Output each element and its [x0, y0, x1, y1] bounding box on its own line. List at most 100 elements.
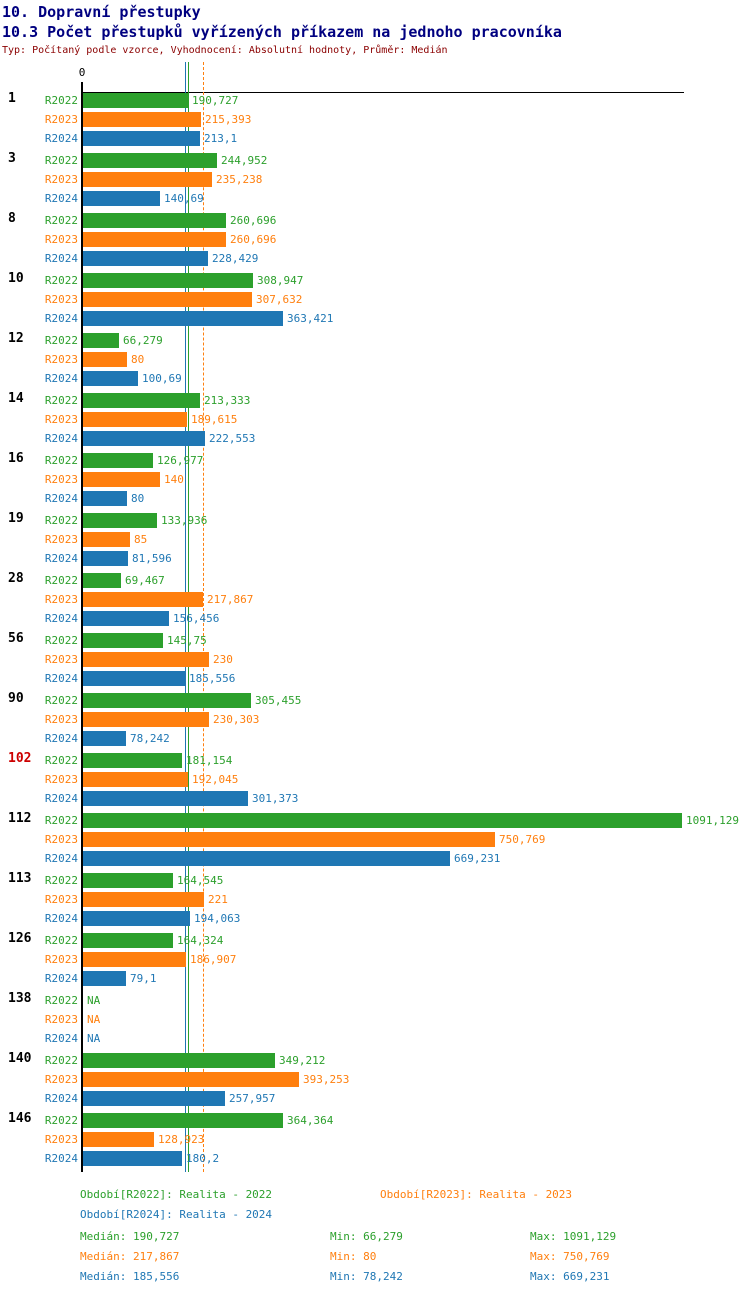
series-label-r2024: R2024 — [44, 132, 78, 145]
category-label: 3 — [8, 151, 16, 166]
value-label-r2024: 363,421 — [287, 312, 334, 325]
bar-r2023 — [83, 112, 201, 127]
bar-r2023 — [83, 232, 226, 247]
bar-r2024 — [83, 311, 283, 326]
bar-r2024 — [83, 731, 126, 746]
value-label-r2022: 164,324 — [177, 934, 224, 947]
value-label-r2023: 85 — [134, 533, 148, 546]
series-label-r2024: R2024 — [44, 1092, 78, 1105]
series-label-r2023: R2023 — [44, 953, 78, 966]
series-label-r2022: R2022 — [44, 274, 78, 287]
chart-subtitle: Typ: Počítaný podle vzorce, Vyhodnocení:… — [2, 45, 448, 56]
bar-r2023 — [83, 1132, 154, 1147]
series-label-r2022: R2022 — [44, 754, 78, 767]
series-label-r2024: R2024 — [44, 672, 78, 685]
value-label-r2022: 213,333 — [204, 394, 251, 407]
bar-r2022 — [83, 153, 217, 168]
series-label-r2023: R2023 — [44, 893, 78, 906]
category-label: 12 — [8, 331, 24, 346]
series-label-r2024: R2024 — [44, 492, 78, 505]
value-label-r2024: 156,456 — [173, 612, 220, 625]
value-label-r2024: 185,556 — [189, 672, 236, 685]
value-label-r2023: NA — [87, 1013, 101, 1026]
stat-min-r2024: Min: 78,242 — [330, 1270, 403, 1283]
bar-r2024 — [83, 551, 128, 566]
value-label-r2022: 308,947 — [257, 274, 304, 287]
series-label-r2022: R2022 — [44, 394, 78, 407]
value-label-r2023: 217,867 — [207, 593, 254, 606]
series-label-r2024: R2024 — [44, 612, 78, 625]
series-label-r2024: R2024 — [44, 372, 78, 385]
bar-r2022 — [83, 273, 253, 288]
value-label-r2024: 78,242 — [130, 732, 170, 745]
value-label-r2022: 126,977 — [157, 454, 204, 467]
bar-r2023 — [83, 412, 187, 427]
value-label-r2023: 192,045 — [192, 773, 239, 786]
value-label-r2022: 364,364 — [287, 1114, 334, 1127]
value-label-r2023: 307,632 — [256, 293, 303, 306]
category-label: 8 — [8, 211, 16, 226]
stat-max-r2023: Max: 750,769 — [530, 1250, 610, 1263]
bar-r2023 — [83, 772, 188, 787]
bar-r2024 — [83, 971, 126, 986]
bar-r2023 — [83, 712, 209, 727]
median-line-r2024 — [185, 62, 186, 1172]
value-label-r2024: 180,2 — [186, 1152, 220, 1165]
legend-item-r2024: Období[R2024]: Realita - 2024 — [80, 1208, 273, 1221]
series-label-r2023: R2023 — [44, 593, 78, 606]
value-label-r2024: NA — [87, 1032, 101, 1045]
series-label-r2024: R2024 — [44, 312, 78, 325]
stat-min-r2023: Min: 80 — [330, 1250, 377, 1263]
category-label: 140 — [8, 1051, 32, 1066]
value-label-r2023: 221 — [208, 893, 228, 906]
bar-r2024 — [83, 671, 185, 686]
bar-r2022 — [83, 633, 163, 648]
series-label-r2022: R2022 — [44, 694, 78, 707]
value-label-r2022: 145,75 — [167, 634, 207, 647]
series-label-r2023: R2023 — [44, 173, 78, 186]
bar-r2022 — [83, 753, 182, 768]
category-label: 56 — [8, 631, 24, 646]
stat-median-r2024: Medián: 185,556 — [80, 1270, 180, 1283]
series-label-r2023: R2023 — [44, 413, 78, 426]
value-label-r2022: 181,154 — [186, 754, 233, 767]
series-label-r2022: R2022 — [44, 154, 78, 167]
series-label-r2023: R2023 — [44, 533, 78, 546]
series-label-r2022: R2022 — [44, 934, 78, 947]
value-label-r2024: 80 — [131, 492, 145, 505]
bar-r2023 — [83, 652, 209, 667]
bar-r2023 — [83, 532, 130, 547]
value-label-r2023: 230 — [213, 653, 233, 666]
series-label-r2024: R2024 — [44, 972, 78, 985]
value-label-r2024: 194,063 — [194, 912, 241, 925]
series-label-r2022: R2022 — [44, 814, 78, 827]
bar-r2024 — [83, 611, 169, 626]
bar-r2022 — [83, 93, 188, 108]
series-label-r2022: R2022 — [44, 514, 78, 527]
value-label-r2022: 69,467 — [125, 574, 165, 587]
series-label-r2024: R2024 — [44, 732, 78, 745]
bar-r2022 — [83, 393, 200, 408]
series-label-r2023: R2023 — [44, 773, 78, 786]
value-label-r2023: 235,238 — [216, 173, 263, 186]
axis-zero-label: 0 — [78, 66, 86, 79]
legend-item-r2023: Období[R2023]: Realita - 2023 — [380, 1188, 573, 1201]
category-label: 138 — [8, 991, 32, 1006]
bar-r2023 — [83, 952, 186, 967]
series-label-r2022: R2022 — [44, 454, 78, 467]
bar-r2022 — [83, 453, 153, 468]
report-title: 10. Dopravní přestupky — [2, 3, 201, 21]
bar-r2024 — [83, 251, 208, 266]
bar-r2022 — [83, 513, 157, 528]
category-label: 113 — [8, 871, 32, 886]
legend-item-r2022: Období[R2022]: Realita - 2022 — [80, 1188, 273, 1201]
value-label-r2022: 349,212 — [279, 1054, 326, 1067]
x-axis-line — [81, 92, 684, 93]
series-label-r2022: R2022 — [44, 994, 78, 1007]
value-label-r2023: 186,907 — [190, 953, 237, 966]
bar-r2023 — [83, 352, 127, 367]
series-label-r2024: R2024 — [44, 1152, 78, 1165]
category-label: 16 — [8, 451, 24, 466]
bar-r2024 — [83, 191, 160, 206]
